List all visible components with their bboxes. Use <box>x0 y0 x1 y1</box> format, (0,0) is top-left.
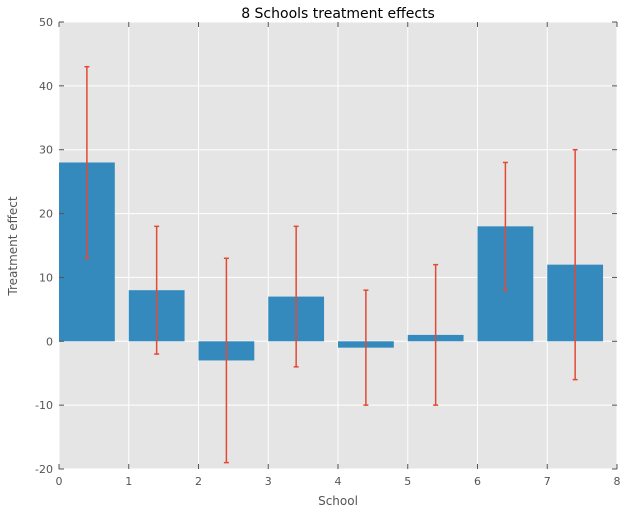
y-tick-label: 30 <box>39 144 53 157</box>
x-tick-label: 3 <box>265 475 272 488</box>
ticks: 0 1 2 3 4 5 6 7 8 -20 -10 0 10 20 30 40 50 <box>35 16 620 488</box>
x-tick-label: 0 <box>56 475 63 488</box>
x-tick-label: 6 <box>474 475 481 488</box>
y-tick-label: -20 <box>35 463 53 476</box>
error-bars <box>84 65 578 464</box>
x-tick-label: 2 <box>195 475 202 488</box>
x-tick-label: 8 <box>614 475 621 488</box>
y-tick-label: 10 <box>39 271 53 284</box>
x-tick-label: 1 <box>125 475 132 488</box>
y-tick-label: -10 <box>35 399 53 412</box>
x-tick-label: 5 <box>404 475 411 488</box>
x-tick-label: 7 <box>544 475 551 488</box>
y-tick-label: 20 <box>39 208 53 221</box>
y-tick-label: 50 <box>39 16 53 29</box>
chart-title: 8 Schools treatment effects <box>241 6 435 22</box>
x-tick-label: 4 <box>335 475 342 488</box>
x-axis-label: School <box>318 494 358 508</box>
y-tick-label: 0 <box>46 335 53 348</box>
y-tick-label: 40 <box>39 80 53 93</box>
y-axis-label: Treatment effect <box>6 196 20 297</box>
